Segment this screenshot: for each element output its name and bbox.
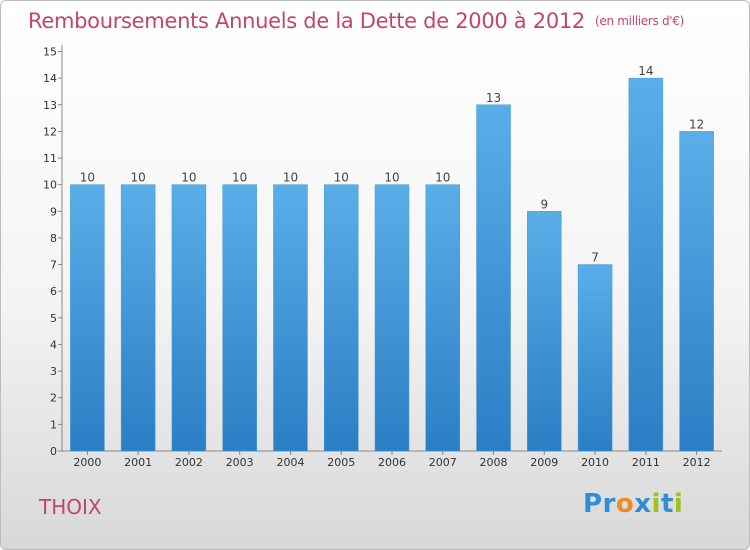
bar-value-label: 12 (689, 117, 704, 131)
chart-unit: (en milliers d'€) (595, 14, 685, 28)
x-tick-label: 2004 (276, 456, 304, 469)
bar-value-label: 10 (181, 171, 196, 185)
bar-2007 (425, 184, 461, 452)
y-tick-label: 5 (50, 312, 57, 325)
x-tick-label: 2012 (683, 456, 711, 469)
x-tick-label: 2001 (124, 456, 152, 469)
bar-2001 (120, 184, 156, 452)
bar-value-label: 9 (540, 197, 548, 211)
bar-value-label: 10 (435, 171, 450, 185)
proxiti-logo[interactable]: Proxiti (583, 489, 684, 519)
bar-value-label: 10 (283, 171, 298, 185)
chart-title: Remboursements Annuels de la Dette de 20… (28, 9, 684, 33)
bar-2002 (171, 184, 207, 452)
y-tick-label: 10 (43, 179, 57, 192)
x-tick-label: 2005 (327, 456, 355, 469)
bar-value-label: 10 (131, 171, 146, 185)
bar-2012 (679, 131, 714, 452)
y-tick-label: 3 (50, 365, 57, 378)
x-tick-label: 2007 (429, 456, 457, 469)
y-tick-label: 15 (43, 46, 57, 59)
bar-value-label: 14 (638, 64, 653, 78)
y-tick-label: 13 (43, 99, 57, 112)
bar-2000 (70, 184, 105, 452)
x-tick-label: 2002 (175, 456, 203, 469)
x-tick-label: 2008 (480, 456, 508, 469)
bar-2008 (476, 104, 511, 452)
bar-2011 (628, 77, 664, 452)
bar-2005 (323, 184, 359, 452)
bar-value-label: 13 (486, 91, 501, 105)
x-tick-label: 2009 (530, 456, 558, 469)
bar-value-label: 10 (232, 171, 247, 185)
x-tick-label: 2010 (581, 456, 609, 469)
y-tick-label: 9 (50, 205, 57, 218)
y-tick-label: 1 (50, 418, 57, 431)
x-tick-label: 2000 (73, 456, 101, 469)
y-tick-label: 11 (43, 152, 57, 165)
y-tick-label: 7 (50, 259, 57, 272)
y-tick-label: 14 (43, 72, 57, 85)
bar-2003 (222, 184, 257, 452)
y-tick-label: 4 (50, 338, 57, 351)
bar-value-label: 10 (80, 171, 95, 185)
bar-2010 (577, 264, 613, 452)
bar-value-label: 7 (591, 251, 599, 265)
bar-2009 (527, 211, 562, 452)
commune-name: THOIX (39, 495, 102, 519)
x-tick-label: 2006 (378, 456, 406, 469)
y-tick-label: 6 (50, 285, 57, 298)
bar-value-label: 10 (384, 171, 399, 185)
bar-value-label: 10 (334, 171, 349, 185)
bar-2006 (374, 184, 410, 452)
bar-2004 (273, 184, 308, 452)
x-tick-label: 2011 (632, 456, 660, 469)
y-tick-label: 8 (50, 232, 57, 245)
y-tick-label: 0 (50, 445, 57, 458)
y-tick-label: 12 (43, 125, 57, 138)
y-tick-label: 2 (50, 392, 57, 405)
x-tick-label: 2003 (226, 456, 254, 469)
chart-title-text: Remboursements Annuels de la Dette de 20… (28, 9, 585, 33)
